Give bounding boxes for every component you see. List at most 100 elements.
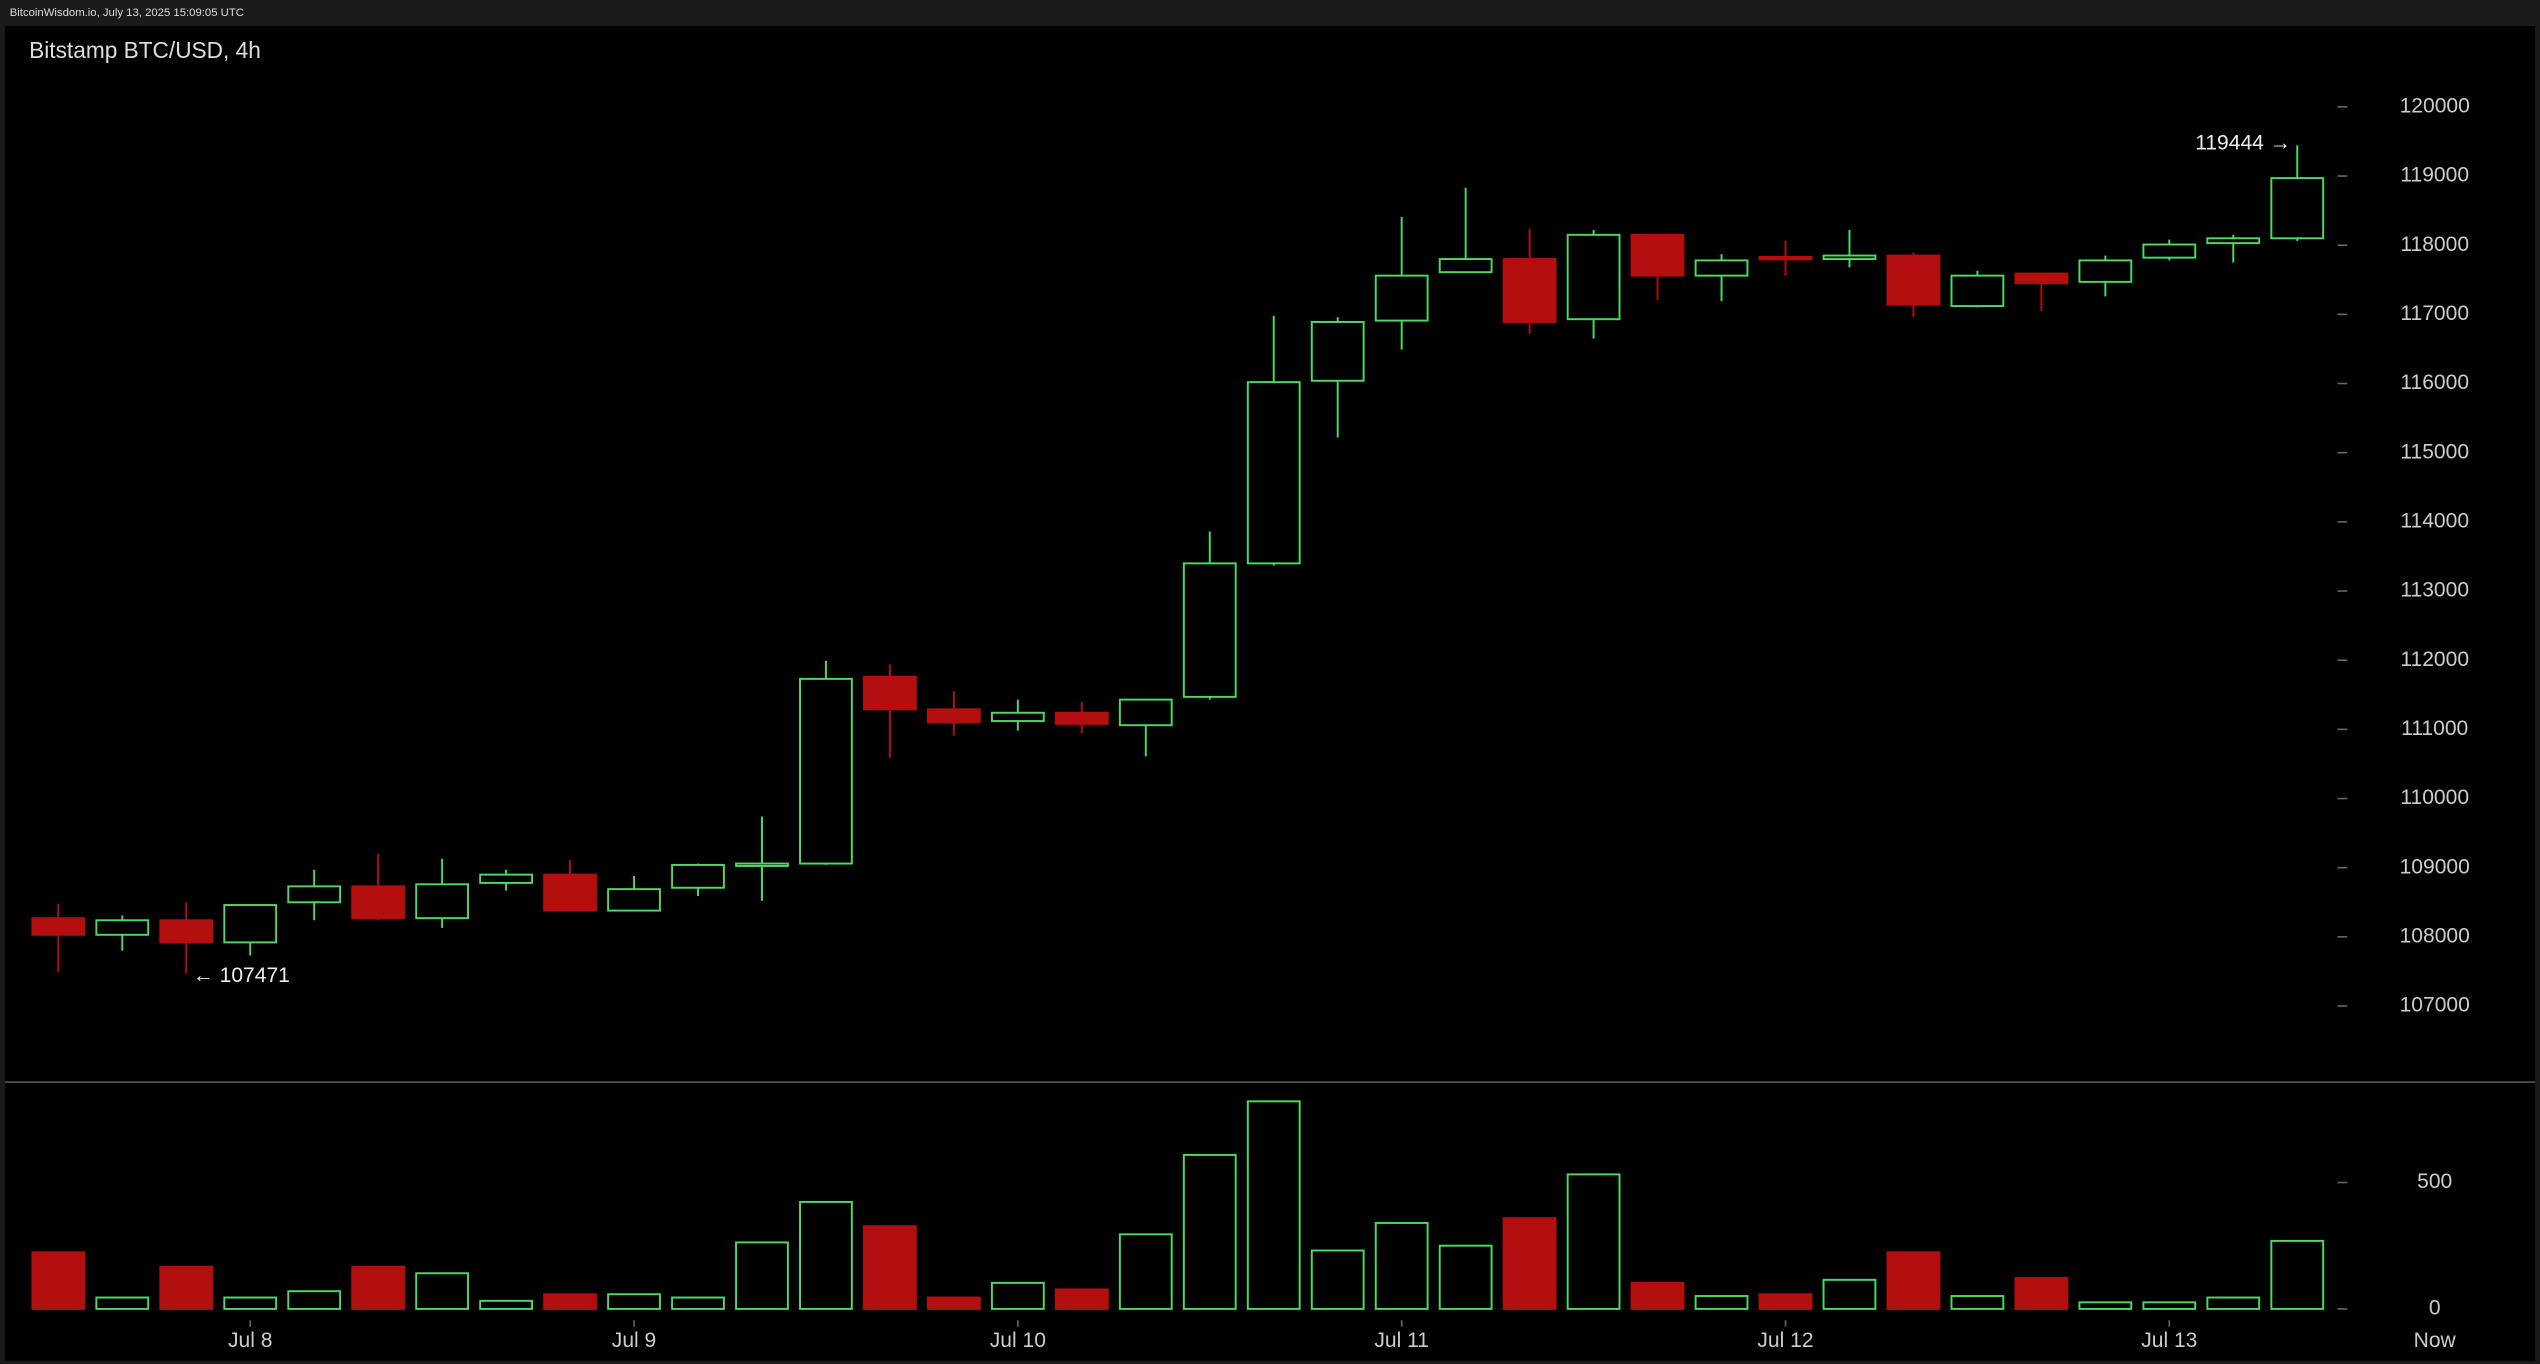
candle-body bbox=[1118, 698, 1173, 727]
y-tick-label: 0 bbox=[2429, 1296, 2441, 1319]
y-tick-label: 500 bbox=[2417, 1170, 2452, 1193]
candle-body bbox=[1694, 259, 1749, 277]
volume-bar bbox=[990, 1281, 1045, 1310]
candle-body bbox=[223, 904, 278, 944]
volume-bar bbox=[2142, 1301, 2197, 1310]
candle-body bbox=[1758, 255, 1813, 261]
annotation: 119444 → bbox=[2195, 131, 2291, 154]
volume-bar bbox=[1758, 1293, 1813, 1310]
volume-bar bbox=[287, 1290, 342, 1310]
candle-body bbox=[1054, 711, 1109, 725]
annotation: ← 107471 bbox=[193, 964, 290, 987]
volume-bar bbox=[95, 1296, 150, 1310]
candle-body bbox=[31, 917, 86, 936]
volume-bar bbox=[735, 1241, 789, 1310]
volume-bar bbox=[479, 1299, 533, 1310]
candle-body bbox=[1822, 254, 1877, 261]
y-tick-label: 112000 bbox=[2400, 648, 2469, 671]
volume-bar bbox=[223, 1296, 278, 1310]
candle-body bbox=[159, 919, 214, 944]
volume-bar bbox=[1246, 1100, 1301, 1310]
candle-body bbox=[95, 919, 150, 936]
candle-body bbox=[415, 883, 470, 920]
candle-body bbox=[1438, 258, 1493, 274]
volume-bar bbox=[1822, 1278, 1877, 1310]
candle-body bbox=[479, 873, 533, 884]
candle-body bbox=[351, 885, 406, 920]
chart-title: Bitstamp BTC/USD, 4h bbox=[29, 37, 261, 63]
y-tick-label: 116000 bbox=[2400, 371, 2469, 394]
y-tick-label: 118000 bbox=[2400, 233, 2469, 256]
volume-bar bbox=[415, 1272, 470, 1310]
volume-bar bbox=[2206, 1296, 2261, 1310]
candle-body bbox=[799, 677, 853, 865]
x-tick-label: Jul 10 bbox=[990, 1329, 1046, 1352]
candle-body bbox=[927, 708, 981, 724]
volume-bar bbox=[1566, 1173, 1621, 1310]
x-tick-label: Jul 12 bbox=[1757, 1329, 1813, 1352]
x-tick-label: Jul 8 bbox=[228, 1329, 272, 1352]
y-tick-label: 117000 bbox=[2400, 302, 2469, 325]
candle-body bbox=[2206, 237, 2261, 245]
volume-bar bbox=[1502, 1217, 1557, 1310]
volume-bar bbox=[543, 1293, 597, 1310]
volume-bar bbox=[1054, 1288, 1109, 1310]
y-tick-label: 109000 bbox=[2400, 855, 2470, 878]
volume-bar bbox=[1630, 1281, 1685, 1310]
volume-bar bbox=[2270, 1239, 2325, 1310]
volume-bar bbox=[1886, 1251, 1941, 1310]
candle-body bbox=[607, 888, 661, 912]
y-tick-label: 115000 bbox=[2400, 440, 2469, 463]
y-tick-label: 120000 bbox=[2400, 94, 2470, 117]
volume-bar bbox=[2014, 1277, 2069, 1310]
volume-bar bbox=[927, 1296, 981, 1310]
candle-body bbox=[1374, 274, 1429, 322]
volume-bar bbox=[31, 1251, 86, 1310]
candle-body bbox=[1566, 233, 1621, 321]
volume-bar bbox=[1182, 1153, 1237, 1310]
volume-bar bbox=[1950, 1295, 2005, 1310]
candle-body bbox=[543, 873, 597, 912]
y-tick-label: 110000 bbox=[2400, 786, 2469, 809]
y-tick-label: 119000 bbox=[2400, 164, 2469, 187]
candle-body bbox=[2078, 259, 2133, 283]
y-tick-label: 114000 bbox=[2400, 509, 2469, 532]
y-tick-label: 107000 bbox=[2400, 994, 2470, 1017]
volume-bar bbox=[671, 1296, 725, 1310]
candle-body bbox=[1950, 274, 2005, 308]
y-tick-label: 113000 bbox=[2400, 579, 2469, 602]
candle-body bbox=[1886, 254, 1941, 306]
candle-body bbox=[2014, 272, 2069, 285]
y-tick-label: 108000 bbox=[2400, 924, 2470, 947]
volume-bar bbox=[1694, 1295, 1749, 1310]
volume-bar bbox=[2078, 1301, 2133, 1310]
candle-body bbox=[287, 885, 342, 904]
volume-bar bbox=[1438, 1244, 1493, 1310]
x-tick-label: Jul 9 bbox=[612, 1329, 656, 1352]
source: BitcoinWisdom.io, July 13, 2025 15:09:05… bbox=[10, 7, 244, 19]
candle-body bbox=[1182, 562, 1237, 698]
candle-body bbox=[671, 863, 725, 889]
candle-body bbox=[990, 711, 1045, 723]
volume-bar bbox=[159, 1265, 214, 1310]
y-tick-label: 111000 bbox=[2401, 717, 2468, 740]
candle-body bbox=[2142, 243, 2197, 259]
candle-body bbox=[1502, 258, 1557, 323]
x-tick-label: Jul 13 bbox=[2141, 1329, 2197, 1352]
x-tick-label: Jul 11 bbox=[1374, 1329, 1429, 1352]
volume-bar bbox=[1374, 1221, 1429, 1310]
volume-bar bbox=[863, 1225, 917, 1310]
candle-body bbox=[735, 862, 789, 867]
candle-body bbox=[863, 675, 917, 711]
candle-body bbox=[1246, 381, 1301, 565]
volume-bar bbox=[799, 1200, 853, 1310]
candle-body bbox=[1310, 321, 1365, 382]
volume-bar bbox=[607, 1293, 661, 1310]
volume-bar bbox=[1310, 1249, 1365, 1310]
volume-bar bbox=[351, 1265, 406, 1310]
candle-body bbox=[1630, 233, 1685, 277]
x-end-label: Now bbox=[2414, 1329, 2457, 1352]
candle-body bbox=[2270, 177, 2325, 240]
